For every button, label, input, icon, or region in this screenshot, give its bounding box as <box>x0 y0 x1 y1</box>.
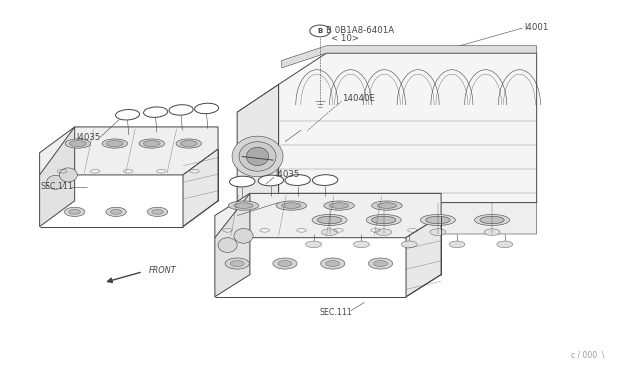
Ellipse shape <box>106 141 123 147</box>
Ellipse shape <box>278 260 292 266</box>
Ellipse shape <box>324 201 355 210</box>
Ellipse shape <box>232 136 283 177</box>
Text: B: B <box>317 28 323 34</box>
Text: l4035: l4035 <box>275 170 300 179</box>
Ellipse shape <box>239 142 276 171</box>
Ellipse shape <box>282 203 301 208</box>
Text: B 0B1A8-6401A: B 0B1A8-6401A <box>326 26 394 35</box>
Ellipse shape <box>285 175 310 186</box>
Ellipse shape <box>143 141 160 147</box>
Ellipse shape <box>474 214 509 225</box>
Ellipse shape <box>480 216 504 224</box>
Ellipse shape <box>317 216 342 224</box>
Polygon shape <box>237 84 278 215</box>
Ellipse shape <box>484 229 500 235</box>
Ellipse shape <box>69 209 81 214</box>
Ellipse shape <box>65 139 91 148</box>
Ellipse shape <box>234 228 253 243</box>
Ellipse shape <box>139 139 164 148</box>
Ellipse shape <box>321 229 337 235</box>
Ellipse shape <box>195 103 219 114</box>
Ellipse shape <box>276 201 307 210</box>
Text: SEC.111: SEC.111 <box>41 182 74 191</box>
Ellipse shape <box>228 201 259 210</box>
Ellipse shape <box>110 209 122 214</box>
Polygon shape <box>215 193 250 297</box>
Ellipse shape <box>306 241 321 248</box>
Polygon shape <box>215 193 441 238</box>
Ellipse shape <box>449 241 465 248</box>
Ellipse shape <box>70 141 86 147</box>
Polygon shape <box>282 46 537 68</box>
Ellipse shape <box>312 175 338 186</box>
Ellipse shape <box>312 214 347 225</box>
Ellipse shape <box>65 207 85 217</box>
Ellipse shape <box>218 238 237 253</box>
Ellipse shape <box>401 241 417 248</box>
Ellipse shape <box>60 168 77 182</box>
Ellipse shape <box>106 207 126 217</box>
Polygon shape <box>40 127 218 175</box>
Ellipse shape <box>258 175 284 186</box>
Ellipse shape <box>225 258 249 269</box>
Ellipse shape <box>273 258 297 269</box>
Ellipse shape <box>353 241 369 248</box>
Text: 14040E: 14040E <box>342 94 375 103</box>
Ellipse shape <box>176 139 202 148</box>
Ellipse shape <box>152 209 163 214</box>
Ellipse shape <box>420 214 456 225</box>
Polygon shape <box>406 215 441 297</box>
Ellipse shape <box>366 214 401 225</box>
Ellipse shape <box>430 229 446 235</box>
Ellipse shape <box>169 105 193 115</box>
Text: SEC.111: SEC.111 <box>320 308 353 317</box>
Ellipse shape <box>372 201 402 210</box>
Text: < 10>: < 10> <box>332 34 360 43</box>
Ellipse shape <box>234 203 253 208</box>
Ellipse shape <box>330 203 349 208</box>
Ellipse shape <box>180 141 197 147</box>
Ellipse shape <box>47 175 65 189</box>
Ellipse shape <box>102 139 127 148</box>
Ellipse shape <box>374 260 388 266</box>
Ellipse shape <box>378 203 396 208</box>
Ellipse shape <box>369 258 393 269</box>
Text: l4001: l4001 <box>524 23 548 32</box>
Text: l4035: l4035 <box>77 133 101 142</box>
Ellipse shape <box>372 216 396 224</box>
Ellipse shape <box>426 216 450 224</box>
Polygon shape <box>278 203 537 234</box>
Ellipse shape <box>116 109 140 120</box>
Ellipse shape <box>143 107 168 118</box>
Polygon shape <box>278 53 537 203</box>
Text: c / 000  \: c / 000 \ <box>571 350 604 360</box>
Ellipse shape <box>230 260 244 266</box>
Text: FRONT: FRONT <box>149 266 177 275</box>
Polygon shape <box>183 149 218 227</box>
Ellipse shape <box>230 176 255 187</box>
Ellipse shape <box>326 260 340 266</box>
Polygon shape <box>40 127 75 227</box>
Ellipse shape <box>246 147 269 166</box>
Ellipse shape <box>147 207 168 217</box>
Ellipse shape <box>376 229 392 235</box>
Ellipse shape <box>497 241 513 248</box>
Ellipse shape <box>321 258 345 269</box>
